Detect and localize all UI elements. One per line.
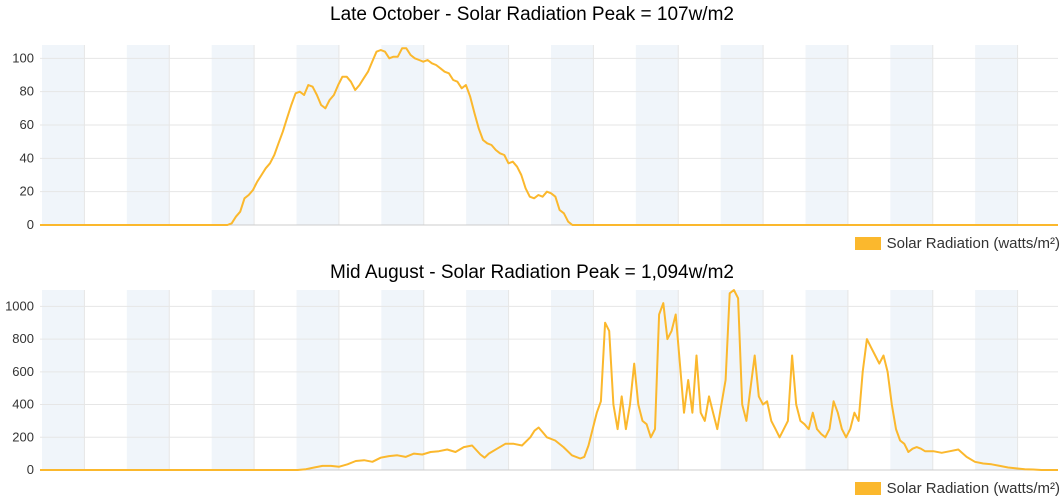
plot-band <box>296 45 339 225</box>
plot-band <box>890 290 933 470</box>
plot-band <box>551 45 594 225</box>
plot-band <box>635 45 679 225</box>
chart-title: Mid August - Solar Radiation Peak = 1,09… <box>330 262 734 283</box>
y-tick-label: 1000 <box>5 298 34 313</box>
legend[interactable]: Solar Radiation (watts/m²) <box>854 235 1060 252</box>
y-tick-label: 800 <box>12 331 34 346</box>
legend-swatch <box>854 482 881 495</box>
august-plot: 0 200 400 600 800 1000 <box>5 289 1058 477</box>
y-tick-label: 60 <box>20 117 34 132</box>
october-chart: Late October - Solar Radiation Peak = 10… <box>12 4 1060 252</box>
plot-band <box>296 290 339 470</box>
plot-band <box>381 290 424 470</box>
august-chart: Mid August - Solar Radiation Peak = 1,09… <box>0 258 1064 500</box>
plot-band <box>720 45 764 225</box>
plot-band <box>126 290 170 470</box>
y-tick-label: 80 <box>20 84 34 99</box>
y-tick-label: 20 <box>20 184 34 199</box>
legend-label: Solar Radiation (watts/m²) <box>886 480 1060 497</box>
legend-swatch <box>854 237 881 250</box>
plot-band <box>890 45 933 225</box>
series-line-solar-radiation[interactable] <box>40 47 1058 226</box>
y-tick-label: 0 <box>27 217 34 232</box>
plot-band <box>466 45 509 225</box>
plot-band <box>211 45 255 225</box>
plot-band <box>42 45 85 225</box>
y-tick-label: 100 <box>12 50 34 65</box>
plot-band <box>126 45 170 225</box>
y-tick-label: 400 <box>12 397 34 412</box>
chart-title: Late October - Solar Radiation Peak = 10… <box>330 4 734 25</box>
legend-label: Solar Radiation (watts/m²) <box>886 235 1060 252</box>
plot-band <box>551 290 594 470</box>
y-tick-label: 600 <box>12 364 34 379</box>
plot-band <box>975 290 1018 470</box>
y-tick-label: 40 <box>20 150 34 165</box>
plot-band <box>975 45 1018 225</box>
plot-band <box>805 45 848 225</box>
series-line-solar-radiation[interactable] <box>40 289 1058 471</box>
legend[interactable]: Solar Radiation (watts/m²) <box>854 480 1060 497</box>
y-tick-label: 200 <box>12 429 34 444</box>
plot-band <box>42 290 85 470</box>
y-tick-label: 0 <box>27 462 34 477</box>
plot-band <box>211 290 255 470</box>
plot-band <box>381 45 424 225</box>
plot-band <box>805 290 848 470</box>
plot-band <box>466 290 509 470</box>
october-plot: 0 20 40 60 80 100 <box>12 45 1058 232</box>
